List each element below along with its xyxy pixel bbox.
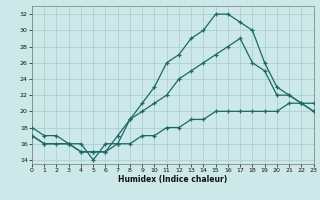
X-axis label: Humidex (Indice chaleur): Humidex (Indice chaleur) [118,175,228,184]
